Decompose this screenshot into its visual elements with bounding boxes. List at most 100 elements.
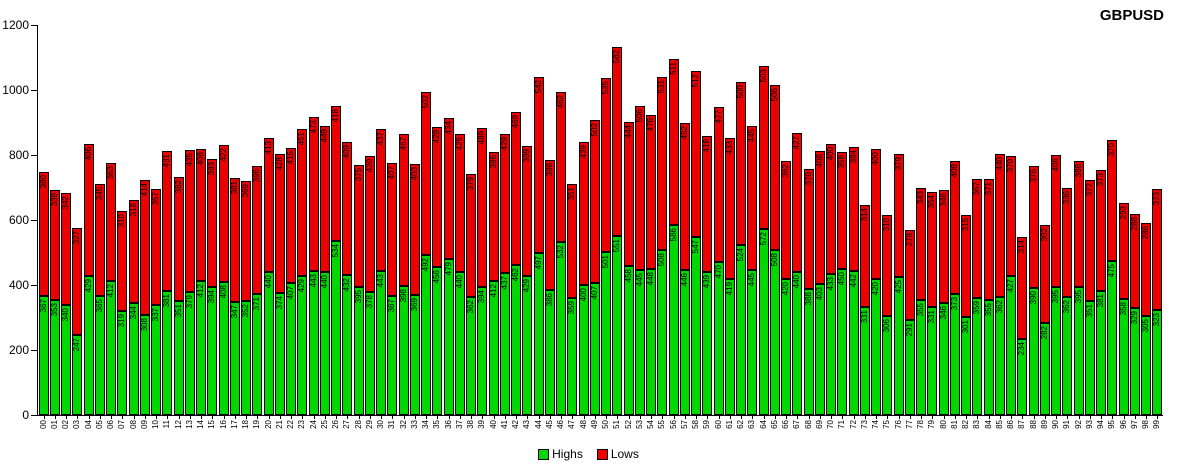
- bar-segment-lows: 582: [612, 46, 623, 236]
- bar-segment-highs: 445: [634, 270, 645, 415]
- x-axis-tick: [594, 416, 596, 419]
- bar-value-label: 315: [961, 217, 970, 232]
- bar-value-label: 375: [353, 167, 363, 182]
- bar-segment-highs: 378: [364, 292, 375, 415]
- bar-value-label: 492: [421, 258, 430, 272]
- bar-value-label: 369: [241, 183, 250, 198]
- bar-value-label: 370: [803, 171, 813, 186]
- bar-segment-highs: 547: [691, 237, 701, 415]
- bar-value-label: 365: [94, 299, 104, 313]
- bar-value-label: 282: [1039, 326, 1049, 340]
- bar-segment-highs: 400: [578, 285, 589, 415]
- x-axis-tick: [88, 416, 90, 419]
- bar-value-label: 357: [151, 192, 160, 206]
- x-axis-tick-label: 25: [319, 420, 329, 429]
- bar-segment-highs: 407: [286, 282, 296, 415]
- bar-segment-lows: 379: [893, 153, 904, 277]
- bar-value-label: 347: [229, 305, 239, 319]
- bar-segment-highs: 379: [184, 291, 195, 415]
- x-axis-tick-label: 13: [184, 420, 194, 429]
- bar-segment-lows: 302: [1039, 225, 1050, 324]
- x-axis-tick: [482, 416, 484, 419]
- x-axis-tick: [302, 416, 304, 419]
- x-axis-tick: [549, 416, 551, 419]
- highs-swatch-icon: [538, 448, 550, 460]
- bar-value-label: 342: [61, 196, 70, 210]
- bar-value-label: 291: [904, 323, 914, 337]
- bar-value-label: 355: [983, 302, 993, 316]
- bar-value-label: 502: [589, 122, 599, 136]
- bar-value-label: 452: [679, 126, 689, 140]
- bar-segment-lows: 376: [1028, 166, 1039, 289]
- bar-value-label: 386: [544, 292, 554, 306]
- legend-item: Lows: [596, 447, 639, 461]
- x-axis-tick: [887, 416, 889, 419]
- bar-value-label: 445: [747, 273, 757, 287]
- x-axis-tick: [1033, 416, 1035, 419]
- x-axis-tick: [144, 416, 146, 419]
- plot-area: 367 380 353 339 340 342 247 327 429 406 365 345 412 3…: [37, 25, 1163, 416]
- bar-segment-highs: 501: [601, 252, 611, 415]
- x-axis-tick-label: 36: [443, 420, 453, 429]
- x-axis-tick-label: 17: [229, 420, 239, 429]
- x-axis-tick: [246, 416, 247, 419]
- bar-segment-lows: 286: [1141, 222, 1151, 316]
- x-axis-tick-label: 20: [263, 420, 273, 429]
- bar-segment-lows: 422: [218, 145, 229, 283]
- x-axis-tick-label: 87: [1017, 420, 1027, 429]
- x-axis-tick: [133, 416, 135, 419]
- x-axis-tick-label: 71: [837, 420, 847, 429]
- bar-value-label: 477: [713, 110, 723, 124]
- x-axis-tick: [583, 416, 585, 419]
- x-axis-tick-label: 09: [139, 420, 149, 429]
- x-axis-tick: [808, 416, 810, 419]
- bar-value-label: 420: [781, 281, 790, 295]
- bar-value-label: 433: [826, 277, 835, 291]
- bar-segment-highs: 524: [736, 244, 746, 415]
- bar-value-label: 382: [173, 179, 183, 194]
- bar-segment-lows: 278: [904, 230, 915, 321]
- bar-segment-lows: 407: [387, 163, 398, 296]
- bar-segment-highs: 479: [443, 259, 454, 415]
- x-axis-tick-label: 57: [679, 420, 689, 429]
- y-axis-tick: [31, 220, 37, 221]
- bar-segment-highs: 440: [454, 272, 465, 415]
- x-axis-tick-label: 65: [769, 420, 779, 429]
- y-axis-tick-label: 600: [8, 213, 29, 227]
- bar-value-label: 399: [522, 148, 532, 163]
- x-axis-tick: [1078, 416, 1080, 419]
- bar-segment-lows: 467: [398, 133, 409, 286]
- x-axis-tick: [212, 416, 214, 419]
- bar-value-label: 450: [837, 271, 847, 286]
- bar-segment-lows: 351: [567, 184, 578, 299]
- x-axis-tick-label: 63: [747, 420, 757, 429]
- bar-segment-highs: 440: [319, 272, 330, 415]
- x-axis-tick-label: 58: [691, 420, 700, 429]
- bar-value-label: 425: [454, 136, 464, 151]
- bar-segment-highs: 319: [117, 311, 128, 415]
- x-axis-tick: [414, 416, 416, 419]
- bar-segment-highs: 458: [623, 266, 634, 415]
- bar-value-label: 373: [1096, 172, 1105, 187]
- bar-segment-lows: 371: [983, 179, 994, 300]
- bar-segment-lows: 343: [916, 188, 926, 300]
- x-axis-tick-label: 07: [117, 420, 127, 429]
- bar-segment-highs: 369: [409, 295, 420, 415]
- bar-segment-lows: 431: [162, 151, 173, 292]
- bar-value-label: 336: [1062, 191, 1072, 205]
- bar-segment-highs: 551: [612, 235, 623, 415]
- x-axis-tick-label: 19: [252, 420, 262, 429]
- bar-segment-highs: 440: [263, 272, 274, 415]
- bar-value-label: 532: [556, 245, 565, 259]
- bar-segment-lows: 370: [1006, 155, 1016, 277]
- bar-value-label: 381: [229, 181, 239, 195]
- bar-segment-highs: 386: [544, 289, 555, 415]
- bar-value-label: 409: [342, 144, 352, 159]
- x-axis-tick: [1067, 416, 1069, 419]
- x-axis-tick: [347, 416, 349, 419]
- bar-value-label: 403: [814, 287, 824, 301]
- x-axis-tick-label: 01: [49, 420, 59, 429]
- bar-value-label: 418: [702, 139, 712, 153]
- bar-value-label: 475: [1107, 263, 1117, 277]
- x-axis-tick-label: 88: [1028, 420, 1038, 429]
